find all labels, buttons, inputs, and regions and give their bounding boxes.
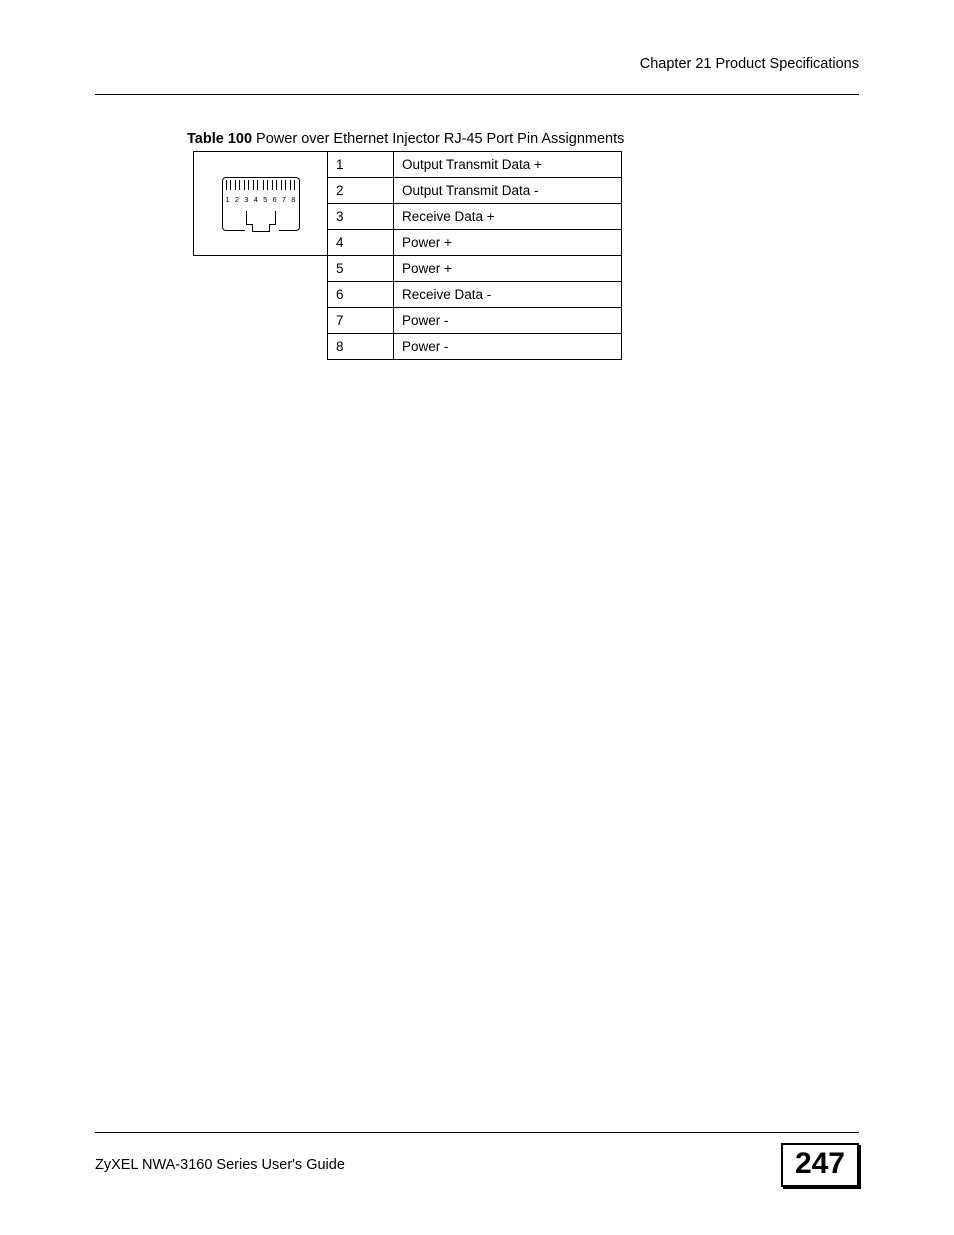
- table-row: 2 Output Transmit Data -: [328, 178, 622, 204]
- footer-guide-text: ZyXEL NWA-3160 Series User's Guide: [95, 1157, 345, 1173]
- pin-cell: 7: [328, 308, 394, 334]
- footer-rule: [95, 1132, 859, 1133]
- page-number-box: 247: [781, 1143, 859, 1187]
- pin-cell: 5: [328, 256, 394, 282]
- desc-cell: Power +: [394, 230, 622, 256]
- desc-cell: Output Transmit Data -: [394, 178, 622, 204]
- desc-cell: Power +: [394, 256, 622, 282]
- pin-cell: 1: [328, 152, 394, 178]
- chapter-header: Chapter 21 Product Specifications: [95, 48, 859, 78]
- page-footer: ZyXEL NWA-3160 Series User's Guide 247: [95, 1132, 859, 1187]
- rj45-pin-numbers: 1 2 3 4 5 6 7 8: [226, 195, 296, 204]
- table-row: 3 Receive Data +: [328, 204, 622, 230]
- table-caption-label: Table 100: [187, 131, 252, 147]
- pin-cell: 4: [328, 230, 394, 256]
- desc-cell: Output Transmit Data +: [394, 152, 622, 178]
- pin-assignment-table: 1 Output Transmit Data + 2 Output Transm…: [327, 151, 622, 360]
- pin-cell: 6: [328, 282, 394, 308]
- rj45-diagram-cell: 1 2 3 4 5 6 7 8: [193, 151, 327, 256]
- desc-cell: Receive Data -: [394, 282, 622, 308]
- table-row: 5 Power +: [328, 256, 622, 282]
- header-rule: [95, 94, 859, 95]
- table-row: 8 Power -: [328, 334, 622, 360]
- pin-cell: 2: [328, 178, 394, 204]
- pin-cell: 3: [328, 204, 394, 230]
- page-number: 247: [795, 1149, 845, 1179]
- table-row: 6 Receive Data -: [328, 282, 622, 308]
- document-page: Chapter 21 Product Specifications Table …: [0, 0, 954, 1235]
- pin-assignment-table-block: 1 2 3 4 5 6 7 8: [193, 151, 859, 360]
- desc-cell: Receive Data +: [394, 204, 622, 230]
- table-row: 7 Power -: [328, 308, 622, 334]
- desc-cell: Power -: [394, 308, 622, 334]
- table-row: 4 Power +: [328, 230, 622, 256]
- table-row: 1 Output Transmit Data +: [328, 152, 622, 178]
- rj45-connector-icon: 1 2 3 4 5 6 7 8: [222, 177, 300, 231]
- table-caption-text: Power over Ethernet Injector RJ-45 Port …: [252, 131, 624, 147]
- table-caption: Table 100 Power over Ethernet Injector R…: [187, 131, 859, 147]
- pin-cell: 8: [328, 334, 394, 360]
- desc-cell: Power -: [394, 334, 622, 360]
- chapter-text: Chapter 21 Product Specifications: [640, 56, 859, 72]
